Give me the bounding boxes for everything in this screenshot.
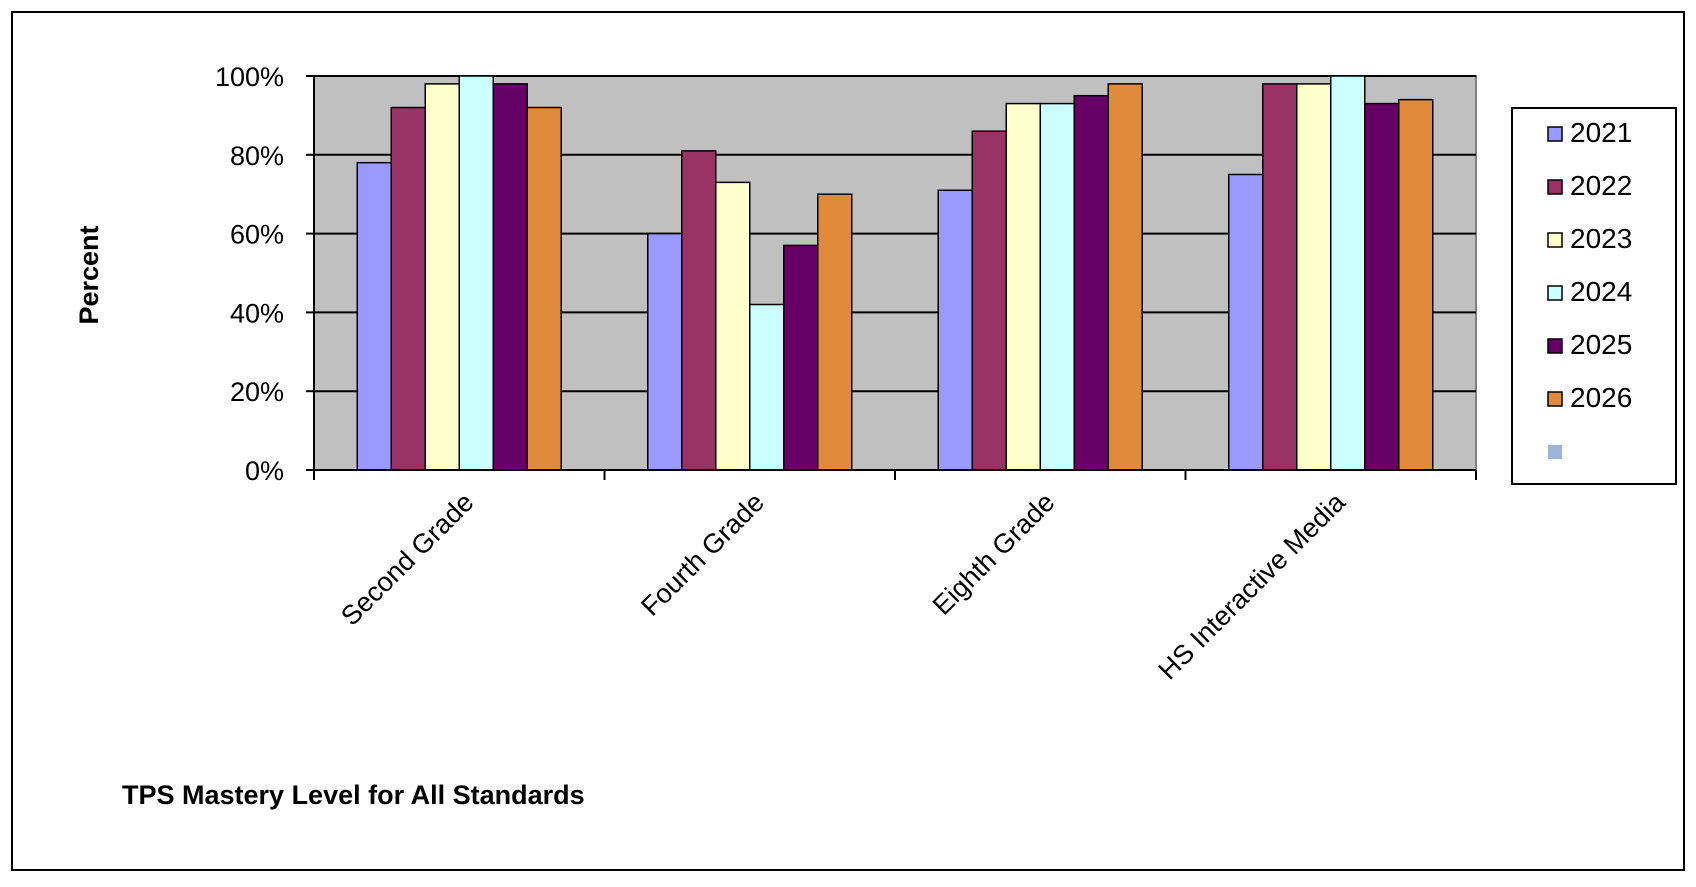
bar — [971, 130, 1007, 471]
bar — [937, 189, 973, 471]
legend-label: 2023 — [1570, 223, 1632, 254]
legend-label: 2024 — [1570, 276, 1632, 307]
y-axis: 0% 20% 40% 60% 80% 100% — [215, 62, 315, 486]
legend-swatch — [1547, 391, 1563, 407]
bar — [749, 303, 785, 471]
bar — [1107, 83, 1143, 471]
y-tick-label: 60% — [230, 220, 284, 250]
bar — [1296, 83, 1332, 471]
y-axis-label: Percent — [74, 225, 104, 324]
legend-label: 2025 — [1570, 329, 1632, 360]
y-tick-label: 100% — [215, 62, 284, 92]
bar — [1005, 102, 1041, 471]
bar — [681, 150, 717, 471]
legend-swatch — [1547, 232, 1563, 248]
y-tick-label: 80% — [230, 141, 284, 171]
bar — [1228, 173, 1264, 471]
bar — [458, 75, 494, 471]
bar — [647, 232, 683, 471]
bar — [1073, 94, 1109, 471]
legend-swatch — [1547, 338, 1563, 354]
legend-swatch — [1547, 126, 1563, 142]
legend-swatch-empty — [1548, 445, 1562, 459]
legend: 2021 2022 2023 2024 2025 2026 — [1511, 107, 1677, 485]
bar — [1398, 98, 1434, 471]
y-tick-label: 0% — [245, 456, 284, 486]
legend-label: 2022 — [1570, 170, 1632, 201]
bar — [817, 193, 853, 471]
bar — [526, 106, 562, 471]
bar — [1039, 102, 1075, 471]
bar — [356, 161, 392, 471]
bar — [1330, 75, 1366, 471]
bar — [390, 106, 426, 471]
bar — [715, 181, 751, 471]
chart-title: TPS Mastery Level for All Standards — [122, 780, 585, 810]
bar — [424, 83, 460, 471]
legend-box — [1511, 107, 1677, 485]
bar — [492, 83, 528, 471]
legend-label: 2026 — [1570, 382, 1632, 413]
bar — [783, 244, 819, 471]
bar — [1364, 102, 1400, 471]
legend-swatch — [1547, 179, 1563, 195]
y-tick-label: 20% — [230, 377, 284, 407]
bar — [1262, 83, 1298, 471]
legend-swatch — [1547, 285, 1563, 301]
y-tick-label: 40% — [230, 298, 284, 328]
bars — [356, 75, 1434, 471]
legend-label: 2021 — [1570, 117, 1632, 148]
